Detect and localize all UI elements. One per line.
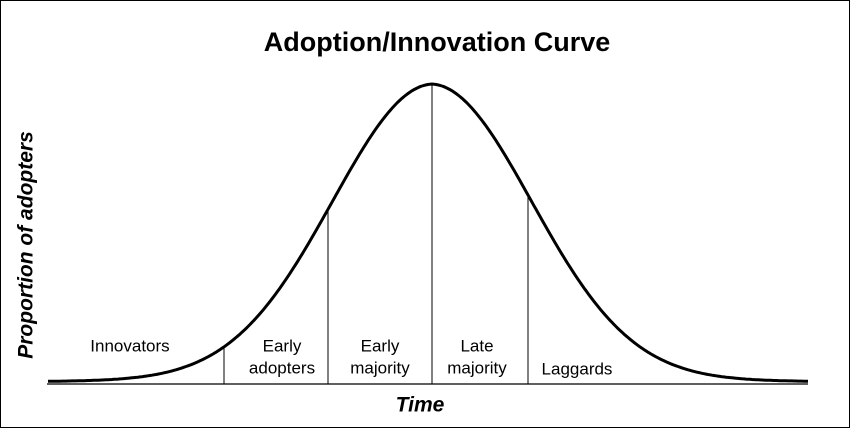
y-axis-label: Proportion of adopters <box>15 131 38 359</box>
segment-label: Late <box>460 336 493 355</box>
segment-label: Early <box>361 336 400 355</box>
segment-label: majority <box>447 358 507 377</box>
segment-label: Laggards <box>542 359 613 378</box>
bell-curve <box>48 82 808 383</box>
x-axis-label: Time <box>396 394 445 417</box>
segment-label: Innovators <box>90 336 169 355</box>
segment-label: majority <box>350 358 410 377</box>
segment-label: Early <box>263 336 302 355</box>
segment-label: adopters <box>249 358 315 377</box>
title: Adoption/Innovation Curve <box>264 27 610 57</box>
